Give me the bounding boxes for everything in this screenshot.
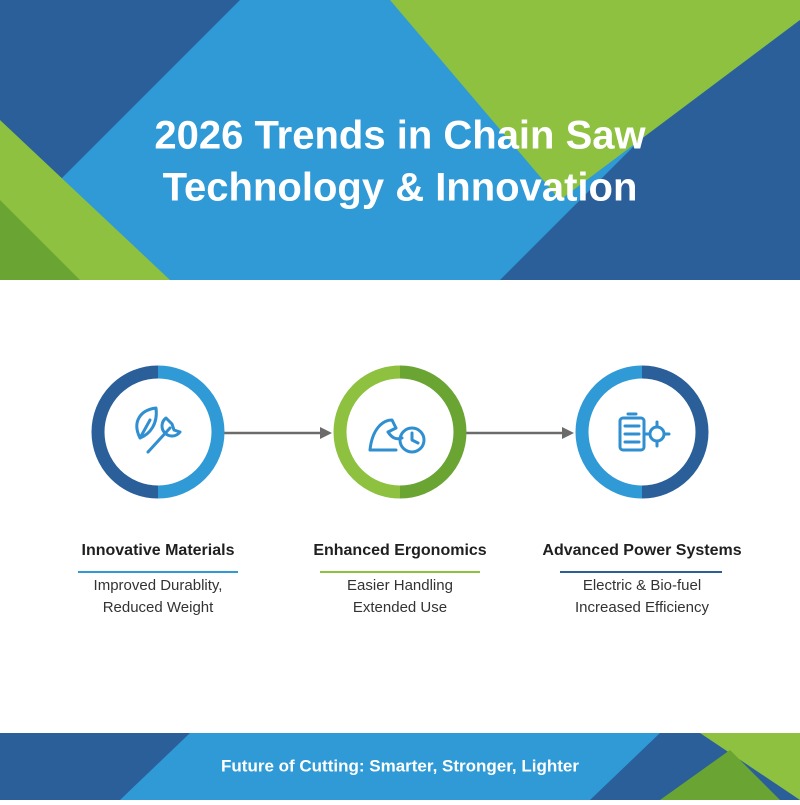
node-description: Improved Durablity, [94,577,223,594]
node-description: Reduced Weight [103,599,214,616]
node-description: Easier Handling [347,577,453,594]
title-line: 2026 Trends in Chain Saw [154,114,646,158]
gear-teeth [643,420,671,448]
shape [500,20,800,280]
battery-cells [623,412,641,444]
body-bg [0,280,800,733]
footer-text: Future of Cutting: Smarter, Stronger, Li… [221,756,579,775]
title-line: Technology & Innovation [163,166,638,210]
icons [135,406,671,454]
node-label: Enhanced Ergonomics [313,542,486,559]
ring [91,365,159,499]
arrow-head [562,427,574,439]
ring [641,365,709,499]
shape [0,733,190,800]
arm-icon [368,418,404,452]
clock-icon [398,426,426,454]
rings [91,365,709,499]
shape [390,0,800,200]
footer: Future of Cutting: Smarter, Stronger, Li… [0,733,800,800]
arrows [222,427,574,439]
ring [157,365,225,499]
node-texts: Innovative Materials Improved Durablity,… [82,542,742,616]
node-label: Advanced Power Systems [542,542,741,559]
shape [700,733,800,800]
node-description: Increased Efficiency [575,599,709,616]
node-description: Electric & Bio-fuel [583,577,701,594]
ring [575,365,643,499]
ring [399,365,467,499]
ring [333,365,401,499]
shape [660,750,780,800]
node-description: Extended Use [353,599,447,616]
header: 2026 Trends in Chain Saw Technology & In… [0,0,800,280]
clock-hands [410,431,420,445]
node-label: Innovative Materials [82,542,235,559]
arrow-head [320,427,332,439]
wrench-icon [146,416,182,454]
leaf-icon [135,406,158,440]
shape [0,120,170,280]
shape [0,200,80,280]
